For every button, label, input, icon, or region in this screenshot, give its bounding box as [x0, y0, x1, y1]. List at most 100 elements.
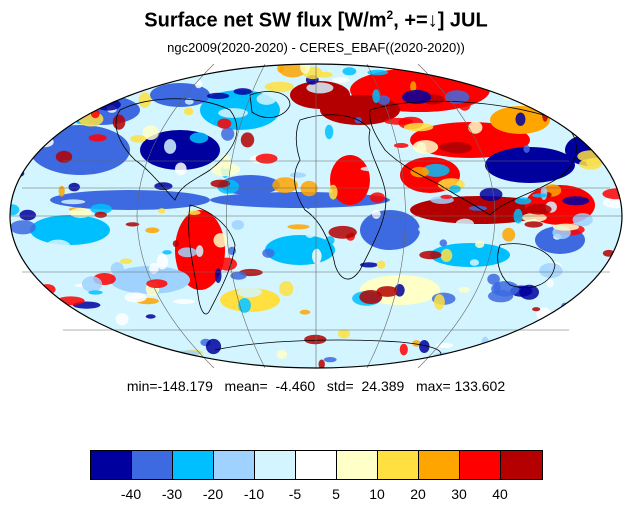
anomaly-speckle	[434, 294, 445, 310]
anomaly-speckle	[323, 357, 337, 363]
anomaly-speckle	[455, 218, 475, 230]
anomaly-speckle	[593, 64, 609, 72]
anomaly-speckle	[372, 89, 380, 103]
anomaly-speckle	[142, 125, 159, 140]
anomaly-speckle	[154, 304, 164, 313]
anomaly-speckle	[235, 332, 258, 347]
anomaly-speckle	[88, 134, 107, 142]
anomaly-speckle	[587, 303, 616, 311]
anomaly-speckle	[617, 64, 622, 72]
anomaly-speckle	[602, 188, 622, 200]
anomaly-speckle	[146, 279, 168, 288]
colorbar-swatch	[255, 451, 296, 479]
anomaly-speckle	[246, 312, 258, 321]
anomaly-speckle	[184, 98, 194, 105]
anomaly-speckle	[256, 93, 277, 105]
anomaly-speckle	[238, 298, 251, 313]
anomaly-speckle	[255, 153, 278, 164]
colorbar-swatch	[460, 451, 501, 479]
anomaly-speckle	[376, 286, 399, 297]
colorbar-swatch	[419, 451, 460, 479]
anomaly-patch	[30, 215, 110, 245]
plot-title-suffix: , +=↓] JUL	[393, 9, 488, 32]
anomaly-speckle	[502, 227, 516, 242]
australia-outline	[497, 243, 556, 289]
anomaly-speckle	[318, 359, 325, 368]
anomaly-speckle	[145, 227, 160, 234]
colorbar-swatch	[214, 451, 255, 479]
anomaly-speckle	[164, 139, 177, 154]
colorbar-tick-label: -40	[120, 486, 142, 502]
anomaly-speckle	[458, 286, 471, 293]
anomaly-speckle	[44, 239, 72, 255]
anomaly-speckle	[369, 192, 385, 203]
anomaly-speckle	[145, 314, 156, 319]
anomaly-speckle	[440, 194, 453, 199]
colorbar-swatch	[132, 451, 173, 479]
anomaly-speckle	[230, 271, 247, 280]
anomaly-speckle	[546, 279, 554, 288]
anomaly-speckle	[487, 360, 497, 368]
anomaly-speckle	[444, 90, 470, 104]
anomaly-speckle	[95, 160, 105, 168]
colorbar-swatch	[173, 451, 214, 479]
anomaly-speckle	[524, 221, 543, 228]
anomaly-speckle	[581, 305, 597, 311]
anomaly-speckle	[328, 184, 338, 200]
anomaly-speckle	[172, 240, 179, 248]
anomaly-speckle	[360, 262, 378, 268]
statistics-line: min=-148.179 mean= -4.460 std= 24.389 ma…	[126, 378, 506, 394]
anomaly-patch	[30, 125, 130, 175]
anomaly-patch	[110, 266, 190, 294]
anomaly-speckle	[57, 72, 74, 85]
anomaly-speckle	[130, 248, 140, 257]
anomaly-speckle	[328, 225, 357, 239]
anomaly-speckle	[304, 334, 327, 345]
anomaly-speckle	[88, 290, 103, 295]
anomaly-speckle	[175, 64, 193, 71]
anomaly-speckle	[110, 262, 124, 276]
anomaly-speckle	[332, 77, 350, 83]
plot-title: Surface net SW flux [W/m2, +=↓] JUL	[0, 8, 632, 33]
anomaly-speckle	[532, 307, 541, 312]
anomaly-speckle	[195, 245, 204, 257]
colorbar-swatch	[378, 451, 419, 479]
anomaly-speckle	[19, 209, 36, 221]
anomaly-speckle	[547, 165, 560, 173]
anomaly-patch	[265, 235, 335, 265]
anomaly-speckle	[580, 88, 595, 94]
anomaly-speckle	[306, 82, 334, 94]
anomaly-speckle	[10, 168, 25, 178]
anomaly-speckle	[194, 79, 203, 89]
anomaly-speckle	[602, 197, 622, 209]
colorbar-tick-label: -5	[288, 486, 302, 502]
anomaly-speckle	[436, 65, 449, 71]
anomaly-speckle	[68, 64, 80, 76]
anomaly-speckle	[526, 203, 552, 215]
anomaly-speckle	[289, 172, 306, 178]
anomaly-speckle	[64, 98, 71, 112]
anomaly-speckle	[305, 231, 315, 238]
anomaly-speckle	[55, 150, 73, 163]
anomaly-speckle	[183, 107, 194, 116]
colorbar-swatch	[91, 451, 132, 479]
anomaly-speckle	[418, 225, 430, 233]
anomaly-speckle	[173, 299, 196, 304]
anomaly-speckle	[168, 352, 185, 360]
anomaly-speckle	[514, 197, 532, 205]
anomaly-speckle	[175, 162, 187, 176]
anomaly-speckle	[47, 74, 75, 90]
anomaly-speckle	[55, 99, 71, 115]
anomaly-speckle	[218, 108, 249, 118]
anomaly-speckle	[231, 220, 244, 230]
anomaly-speckle	[338, 329, 350, 339]
anomaly-speckle	[189, 132, 209, 144]
anomaly-speckle	[103, 71, 133, 87]
anomaly-speckle	[419, 340, 430, 353]
anomaly-speckle	[468, 205, 488, 211]
map-border	[9, 63, 623, 369]
anomaly-speckle	[138, 92, 151, 108]
anomaly-speckle	[237, 287, 262, 298]
anomaly-speckle	[119, 258, 133, 264]
anomaly-speckle	[468, 121, 483, 134]
